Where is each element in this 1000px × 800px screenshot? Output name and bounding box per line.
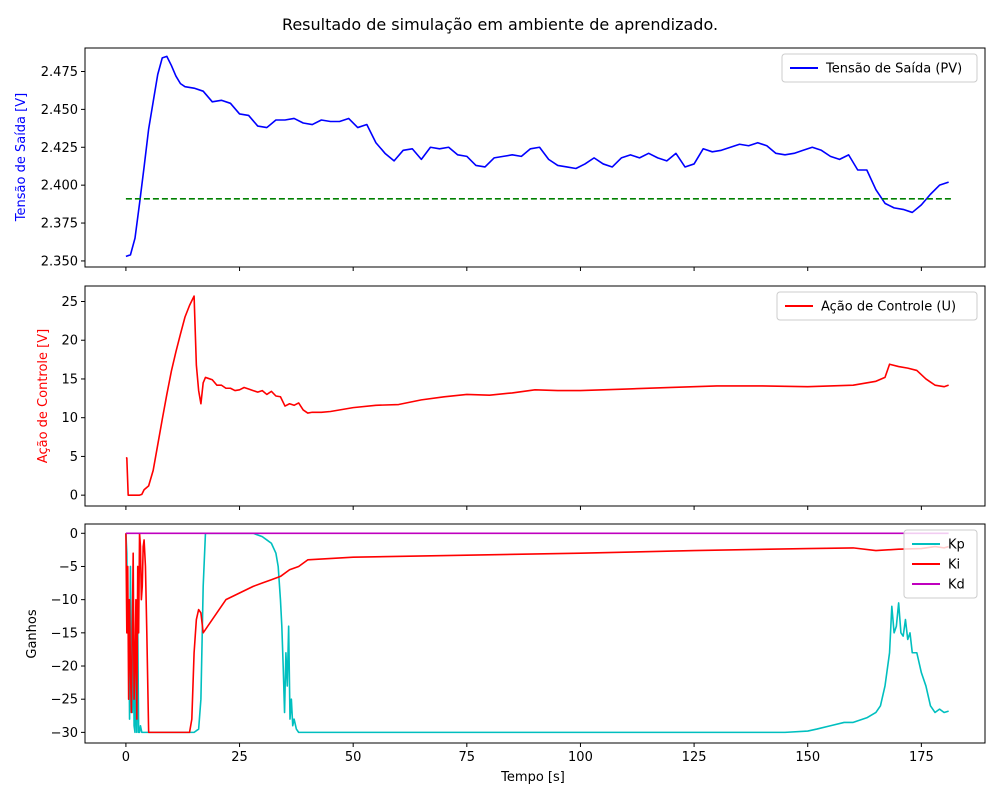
gains-y-tick-label: −30: [51, 726, 78, 741]
gains-x-tick-label: 75: [459, 750, 476, 765]
subplot-gains: 0 25 50 75 100 125 150 175 0 −5 −10 −15 −20 −25 −30 Kp K…: [25, 523, 986, 785]
gains-legend-label: Kp: [948, 538, 965, 553]
gains-y-tick-label: 0: [70, 527, 78, 542]
control-legend-label: Ação de Controle (U): [821, 300, 956, 315]
figure-title: Resultado de simulação em ambiente de ap…: [282, 15, 718, 34]
gains-x-tick-label: 0: [122, 750, 130, 765]
voltage-legend: [781, 53, 978, 83]
control-y-tick-label: 25: [61, 295, 78, 310]
control-legend: [776, 291, 978, 321]
gains-y-tick-label: −15: [51, 626, 78, 641]
gains-y-tick-label: −10: [51, 593, 78, 608]
gains-legend-label: Ki: [948, 558, 960, 573]
subplot-voltage: 2.350 2.375 2.400 2.425 2.450 2.475 Tensão de …: [14, 47, 986, 271]
gains-legend: [903, 529, 978, 599]
gains-y-tick-label: −25: [51, 693, 78, 708]
voltage-y-tick-label: 2.475: [41, 65, 78, 80]
control-y-tick-label: 15: [61, 372, 78, 387]
gains-x-tick-label: 25: [231, 750, 248, 765]
voltage-axes-frame: [84, 47, 986, 268]
subplot-control: 0 5 10 15 20 25 Ação de Controle (U) Ação de C…: [36, 285, 986, 510]
gains-series-ki-line: [125, 532, 949, 734]
control-series-a-o-de-controle-u--line: [125, 295, 949, 496]
voltage-ylabel: Tensão de Saída [V]: [14, 93, 29, 222]
gains-legend-label: Kd: [948, 578, 965, 593]
gains-xlabel: Tempo [s]: [500, 770, 565, 785]
voltage-y-tick-label: 2.400: [41, 179, 78, 194]
gains-x-tick-label: 175: [909, 750, 934, 765]
control-y-tick-label: 0: [70, 489, 78, 504]
control-y-tick-label: 5: [70, 450, 78, 465]
voltage-y-tick-label: 2.375: [41, 217, 78, 232]
voltage-y-tick-label: 2.425: [41, 141, 78, 156]
control-y-tick-label: 20: [61, 334, 78, 349]
gains-x-tick-label: 100: [568, 750, 593, 765]
control-y-tick-label: 10: [61, 411, 78, 426]
voltage-plot-area: 2.350 2.375 2.400 2.425 2.450 2.475 Tensão de …: [41, 47, 986, 271]
gains-x-tick-label: 125: [682, 750, 707, 765]
control-axes-frame: [84, 285, 986, 507]
control-plot-area: 0 5 10 15 20 25 Ação de Controle (U): [61, 285, 986, 510]
gains-x-tick-label: 150: [795, 750, 820, 765]
gains-y-tick-label: −20: [51, 660, 78, 675]
gains-ylabel: Ganhos: [25, 609, 40, 658]
voltage-legend-label: Tensão de Saída (PV): [825, 62, 962, 77]
gains-x-tick-label: 50: [345, 750, 362, 765]
control-ylabel: Ação de Controle [V]: [36, 329, 51, 463]
voltage-y-tick-label: 2.450: [41, 103, 78, 118]
gains-series-kp-line: [125, 532, 949, 734]
voltage-series-tens-o-de-sa-da-pv--line: [125, 55, 949, 258]
gains-y-tick-label: −5: [59, 560, 78, 575]
gains-axes-frame: [84, 523, 986, 744]
voltage-y-tick-label: 2.350: [41, 254, 78, 269]
gains-plot-area: 0 25 50 75 100 125 150 175 0 −5 −10 −15 −20 −25 −30 Kp K…: [51, 523, 986, 765]
